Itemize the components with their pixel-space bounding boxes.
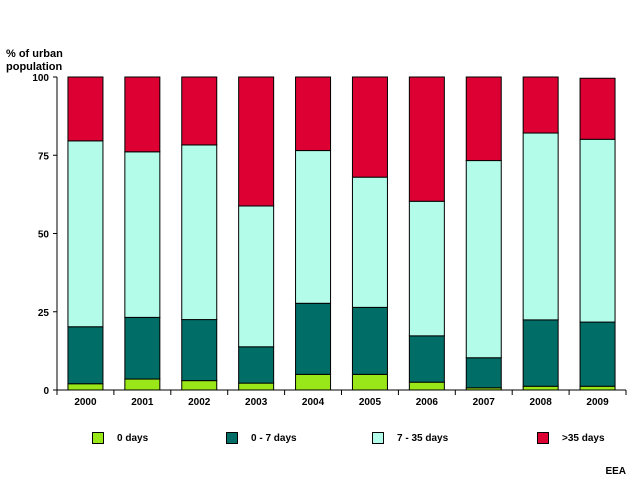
y-tick-label-0: 0 [43, 386, 49, 397]
bar-segment-2007-1 [465, 357, 502, 389]
bar-segment-2002-0 [181, 380, 218, 391]
legend-label: 7 - 35 days [397, 432, 449, 444]
x-tick-label-2003: 2003 [245, 397, 268, 408]
bar-segment-2000-1 [67, 326, 104, 385]
bar-segment-2000-0 [67, 383, 104, 391]
bar-segment-2006-2 [408, 200, 445, 337]
x-tick-label-2002: 2002 [188, 397, 211, 408]
legend-item-0-7-days: 0 - 7 days [226, 432, 297, 444]
y-tick-label-100: 100 [32, 73, 49, 84]
bar-segment-2006-3 [408, 76, 445, 202]
legend-swatch [92, 432, 104, 444]
x-tick-label-2007: 2007 [473, 397, 496, 408]
y-tick-label-25: 25 [38, 308, 50, 319]
bar-segment-2008-1 [522, 319, 559, 387]
bar-segment-2006-1 [408, 335, 445, 383]
y-tick-label-50: 50 [38, 230, 50, 241]
x-tick-label-2000: 2000 [74, 397, 97, 408]
bar-segment-2003-0 [238, 382, 275, 391]
bar-segment-2009-1 [579, 321, 616, 387]
x-tick-label-2001: 2001 [131, 397, 154, 408]
bar-segment-2004-3 [295, 76, 332, 152]
x-tick-label-2005: 2005 [359, 397, 382, 408]
legend-item-0-days: 0 days [92, 432, 148, 444]
x-tick-label-2006: 2006 [416, 397, 439, 408]
bar-segment-2007-2 [465, 160, 502, 359]
bar-segment-2004-2 [295, 150, 332, 304]
bar-segment-2000-3 [67, 76, 104, 142]
legend-label: >35 days [562, 432, 605, 444]
x-tick-label-2004: 2004 [302, 397, 325, 408]
x-tick-label-2008: 2008 [530, 397, 553, 408]
bar-segment-2001-3 [124, 76, 161, 153]
bar-segment-2001-1 [124, 316, 161, 380]
bar-segment-2009-3 [579, 77, 616, 140]
bar-segment-2001-2 [124, 151, 161, 318]
y-axis-title: % of urban population [6, 48, 63, 73]
bar-segment-2005-1 [351, 306, 388, 375]
bar-segment-2001-0 [124, 378, 161, 391]
legend-item-more-than-35-days: >35 days [537, 432, 605, 444]
bar-segment-2003-1 [238, 346, 275, 384]
legend-swatch [372, 432, 384, 444]
bar-segment-2005-0 [351, 373, 388, 391]
bar-segment-2002-2 [181, 144, 218, 321]
bar-segment-2008-3 [522, 76, 559, 134]
bar-segment-2000-2 [67, 140, 104, 328]
legend-label: 0 - 7 days [251, 432, 297, 444]
legend: 0 days 0 - 7 days 7 - 35 days >35 days [0, 432, 640, 448]
bar-segment-2007-3 [465, 76, 502, 162]
bar-segment-2006-0 [408, 381, 445, 391]
legend-swatch [226, 432, 238, 444]
y-tick-label-75: 75 [38, 151, 50, 162]
bar-segment-2009-0 [579, 385, 616, 391]
x-tick-label-2009: 2009 [586, 397, 609, 408]
source-label: EEA [605, 466, 626, 477]
bar-segment-2008-2 [522, 132, 559, 321]
legend-swatch [537, 432, 549, 444]
bar-segment-2004-0 [295, 373, 332, 391]
bar-segment-2005-2 [351, 176, 388, 308]
bar-segment-2002-1 [181, 319, 218, 382]
bar-segment-2005-3 [351, 76, 388, 178]
bar-segment-2004-1 [295, 302, 332, 375]
legend-label: 0 days [117, 432, 149, 444]
legend-item-7-35-days: 7 - 35 days [372, 432, 448, 444]
bar-segment-2009-2 [579, 138, 616, 323]
bar-segment-2008-0 [522, 385, 559, 391]
bar-segment-2003-2 [238, 205, 275, 348]
bar-segment-2002-3 [181, 76, 218, 146]
bar-segment-2003-3 [238, 76, 275, 207]
